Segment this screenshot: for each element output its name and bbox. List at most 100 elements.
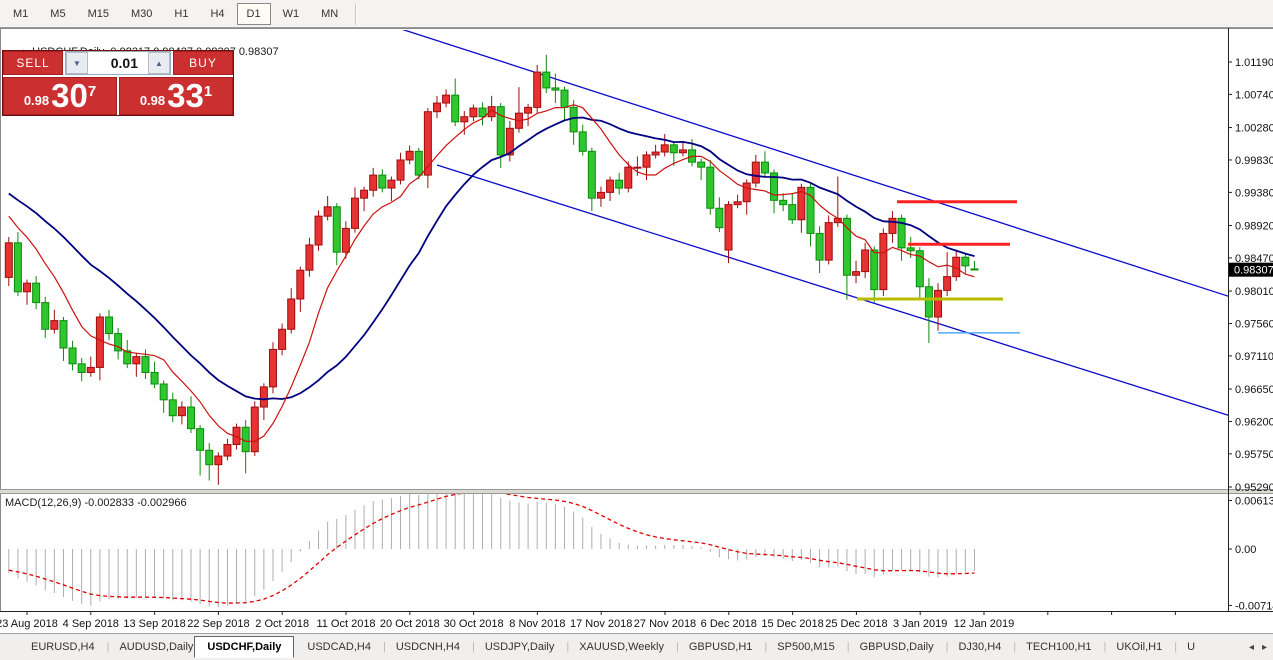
candle-body: [915, 250, 924, 288]
svg-text:2 Oct 2018: 2 Oct 2018: [255, 618, 309, 630]
candle-body: [788, 204, 797, 221]
candle-body: [168, 399, 177, 417]
tab-gbpusd-daily[interactable]: GBPUSD,Daily: [836, 637, 935, 657]
candle-body: [332, 206, 341, 253]
candle-body: [414, 150, 423, 176]
candle-body: [660, 144, 669, 153]
candle-body: [314, 215, 323, 246]
candle-body: [806, 186, 815, 234]
candle-body: [760, 161, 769, 174]
timeframe-button-d1[interactable]: D1: [236, 2, 271, 25]
candle-body: [970, 268, 979, 271]
tab-audusd-daily[interactable]: AUDUSD,Daily: [96, 637, 195, 657]
tab-xauusd-weekly[interactable]: XAUUSD,Weekly: [555, 637, 665, 657]
price-chart-svg[interactable]: 1.01190 1.00740 1.00280 0.99830 0.99380 0.989…: [0, 28, 1273, 633]
candle-body: [396, 159, 405, 181]
candle-body: [360, 189, 369, 199]
candle-body: [4, 242, 13, 278]
candle-body: [870, 249, 879, 291]
candle-body: [642, 154, 651, 168]
candles: [4, 54, 979, 485]
candle-body: [524, 106, 533, 114]
candle-body: [50, 320, 59, 330]
candle-body: [59, 320, 68, 349]
svg-text:4 Sep 2018: 4 Sep 2018: [63, 618, 119, 630]
timeframe-button-m15[interactable]: M15: [78, 3, 119, 25]
tab-usdjpy-daily[interactable]: USDJPY,Daily: [461, 637, 555, 657]
candle-body: [95, 316, 104, 368]
svg-text:0.96650: 0.96650: [1235, 384, 1273, 396]
tab-scroll-left-icon[interactable]: ◂: [1248, 641, 1254, 653]
candle-body: [651, 151, 660, 156]
tab-truncated[interactable]: U: [1163, 637, 1196, 657]
candle-body: [268, 348, 277, 388]
candle-body: [924, 286, 933, 318]
macd-axis: 0.006137 0.00 -0.007142: [1228, 496, 1273, 612]
candle-body: [770, 172, 779, 201]
candle-body: [961, 256, 970, 267]
toolbar-divider: [355, 2, 358, 25]
candle-body: [943, 276, 952, 291]
tab-usdcad-h4[interactable]: USDCAD,H4: [307, 641, 371, 653]
candle-body: [114, 333, 123, 352]
candle-body: [296, 269, 305, 300]
ma-slow-line: [8, 116, 975, 401]
svg-text:0.97110: 0.97110: [1235, 351, 1273, 363]
chart-area[interactable]: 1.01190 1.00740 1.00280 0.99830 0.99380 0.989…: [0, 28, 1273, 633]
buy-button[interactable]: BUY: [173, 51, 233, 75]
tab-sp500-m15[interactable]: SP500,M15: [753, 637, 835, 657]
candle-body: [551, 87, 560, 91]
tab-scroll-right-icon[interactable]: ▸: [1261, 641, 1267, 653]
tab-tech100-h1[interactable]: TECH100,H1: [1002, 637, 1092, 657]
candle-body: [378, 174, 387, 189]
volume-increase-button[interactable]: ▲: [148, 52, 170, 74]
buy-price-display[interactable]: 0.98 33 1: [119, 77, 233, 115]
timeframe-button-h4[interactable]: H4: [200, 3, 234, 25]
candle-body: [469, 107, 478, 118]
timeframe-button-m30[interactable]: M30: [121, 3, 162, 25]
candle-body: [633, 166, 642, 169]
candle-body: [542, 71, 551, 89]
candle-body: [797, 186, 806, 221]
timeframe-button-w1[interactable]: W1: [273, 3, 310, 25]
svg-text:11 Oct 2018: 11 Oct 2018: [316, 618, 375, 630]
candle-body: [934, 289, 943, 318]
candle-body: [405, 150, 414, 161]
candle-body: [751, 161, 760, 184]
svg-text:0.006137: 0.006137: [1235, 496, 1273, 508]
timeframe-button-m1[interactable]: M1: [3, 3, 38, 25]
candle-body: [196, 428, 205, 451]
candle-body: [779, 199, 788, 206]
tab-usdchf-daily[interactable]: USDCHF,Daily: [194, 636, 295, 658]
sell-price-display[interactable]: 0.98 30 7: [3, 77, 117, 115]
candle-body: [323, 206, 332, 217]
tab-gbpusd-h1[interactable]: GBPUSD,H1: [665, 637, 753, 657]
candle-body: [733, 201, 742, 206]
volume-decrease-button[interactable]: ▼: [66, 52, 88, 74]
svg-text:0.98470: 0.98470: [1235, 253, 1273, 265]
timeframe-button-m5[interactable]: M5: [40, 3, 75, 25]
svg-text:0.95290: 0.95290: [1235, 482, 1273, 494]
sell-price-main: 30: [51, 77, 88, 114]
buy-price-main: 33: [167, 77, 204, 114]
timeframe-button-mn[interactable]: MN: [311, 3, 348, 25]
tab-dj30-h4[interactable]: DJ30,H4: [935, 637, 1003, 657]
timeframe-button-h1[interactable]: H1: [164, 3, 198, 25]
sell-button[interactable]: SELL: [3, 51, 63, 75]
svg-text:30 Oct 2018: 30 Oct 2018: [444, 618, 504, 630]
macd-signal-line: [8, 494, 975, 604]
one-click-trade-panel: SELL ▼ 0.01 ▲ BUY 0.98 30 7 0.98 33 1: [2, 50, 234, 116]
svg-text:0.95750: 0.95750: [1235, 449, 1273, 461]
volume-input[interactable]: 0.01: [88, 52, 148, 74]
candle-body: [187, 406, 195, 430]
svg-text:0.00: 0.00: [1235, 544, 1256, 556]
tab-usdcnh-h4[interactable]: USDCNH,H4: [372, 637, 461, 657]
svg-text:0.98010: 0.98010: [1235, 286, 1273, 298]
svg-text:23 Aug 2018: 23 Aug 2018: [0, 618, 58, 630]
candle-body: [587, 150, 596, 199]
candle-body: [815, 232, 824, 261]
tab-ukoil-h1[interactable]: UKOil,H1: [1093, 637, 1164, 657]
candle-body: [569, 106, 578, 133]
tab-eurusd-h4[interactable]: EURUSD,H4: [31, 641, 95, 653]
candle-body: [861, 249, 870, 273]
